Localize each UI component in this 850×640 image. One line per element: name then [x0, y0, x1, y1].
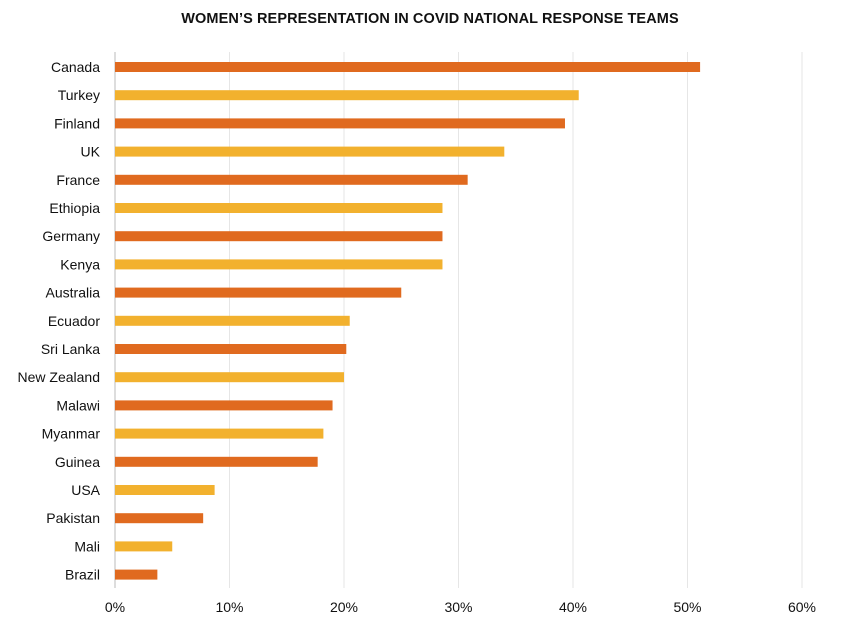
category-label: Sri Lanka — [41, 341, 100, 357]
bar — [115, 118, 565, 129]
category-label: France — [56, 172, 100, 188]
bar — [115, 146, 505, 157]
bar — [115, 174, 468, 185]
category-label: UK — [81, 144, 101, 160]
bar — [115, 203, 443, 213]
chart-title: WOMEN’S REPRESENTATION IN COVID NATIONAL… — [181, 11, 679, 27]
category-label: Germany — [42, 228, 100, 244]
category-label: USA — [71, 482, 100, 498]
bar — [115, 456, 318, 467]
bar — [115, 287, 402, 298]
x-tick-label: 20% — [330, 599, 358, 615]
bar — [115, 400, 333, 411]
category-label: Myanmar — [42, 426, 101, 442]
bar — [115, 259, 443, 270]
category-label: Mali — [74, 538, 100, 554]
x-tick-label: 40% — [559, 599, 587, 615]
bar — [115, 231, 443, 242]
category-label: Ecuador — [48, 313, 100, 329]
category-label: Australia — [46, 285, 101, 301]
bar — [115, 372, 344, 383]
category-label: Canada — [51, 59, 100, 75]
category-label: Brazil — [65, 567, 100, 583]
category-label: Guinea — [55, 454, 100, 470]
bar — [115, 513, 204, 524]
bar — [115, 485, 215, 495]
x-tick-label: 30% — [444, 599, 472, 615]
x-tick-label: 50% — [673, 599, 701, 615]
bar — [115, 569, 158, 580]
bar — [115, 62, 701, 72]
bar — [115, 344, 347, 354]
category-label: Ethiopia — [49, 200, 100, 216]
category-label: Finland — [54, 115, 100, 131]
category-label: Kenya — [60, 256, 100, 272]
x-tick-label: 10% — [215, 599, 243, 615]
category-label: Malawi — [56, 397, 100, 413]
x-tick-label: 60% — [788, 599, 816, 615]
bar — [115, 90, 579, 101]
x-tick-label: 0% — [105, 599, 125, 615]
category-label: Pakistan — [46, 510, 100, 526]
bar — [115, 315, 350, 326]
bar — [115, 541, 173, 552]
category-label: Turkey — [58, 87, 100, 103]
bar — [115, 428, 324, 439]
category-label: New Zealand — [18, 369, 101, 385]
